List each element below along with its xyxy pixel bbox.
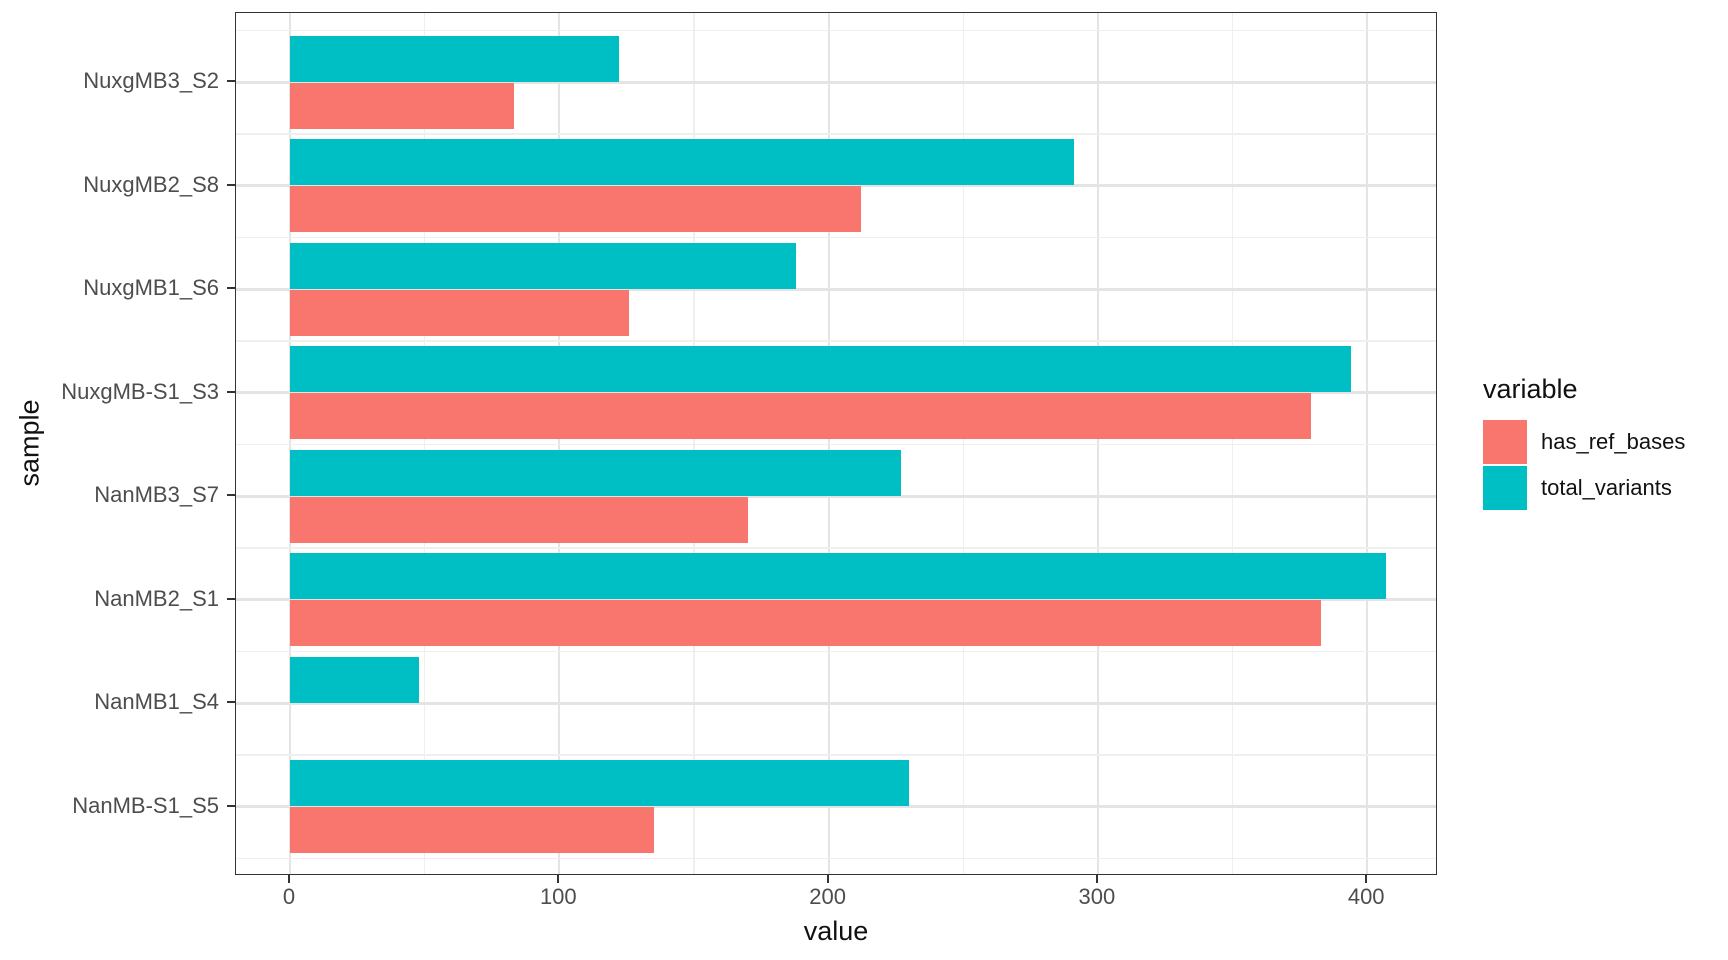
legend-title: variable	[1483, 374, 1578, 404]
bar-has_ref_bases-NanMB3_S7	[290, 496, 748, 543]
gridline-y-major	[236, 701, 1436, 705]
legend-label-total_variants: total_variants	[1541, 475, 1672, 500]
legend-entry-has_ref_bases: has_ref_bases	[1483, 420, 1685, 464]
y-tick-mark	[227, 804, 235, 807]
bar-total_variants-NuxgMB-S1_S3	[290, 346, 1352, 392]
bar-has_ref_bases-NuxgMB2_S8	[290, 186, 861, 232]
bar-total_variants-NanMB1_S4	[290, 656, 420, 703]
gridline-y-minor	[236, 340, 1436, 342]
y-tick-label: NuxgMB3_S2	[83, 68, 219, 93]
gridline-y-major	[236, 805, 1436, 808]
y-tick-label: NuxgMB-S1_S3	[61, 378, 219, 404]
y-tick-mark	[227, 390, 235, 393]
plot-panel	[235, 12, 1437, 875]
bar-has_ref_bases-NuxgMB1_S6	[290, 289, 630, 336]
x-tick-mark	[557, 875, 560, 883]
bar-total_variants-NanMB2_S1	[290, 553, 1387, 599]
gridline-y-major	[236, 598, 1436, 601]
x-tick-label: 100	[539, 884, 577, 909]
y-tick-label: NanMB2_S1	[94, 585, 219, 611]
bar-total_variants-NanMB3_S7	[290, 449, 902, 496]
y-tick-mark	[227, 494, 235, 496]
bar-total_variants-NuxgMB3_S2	[290, 35, 619, 82]
gridline-y-minor	[236, 29, 1436, 31]
bar-has_ref_bases-NuxgMB-S1_S3	[290, 393, 1311, 439]
legend-swatch-has_ref_bases	[1483, 420, 1527, 464]
legend-entries: has_ref_bases total_variants	[1483, 420, 1685, 510]
x-tick-label: 300	[1078, 884, 1116, 909]
bar-total_variants-NuxgMB1_S6	[290, 242, 797, 289]
y-tick-label: NanMB3_S7	[94, 482, 219, 507]
legend: variable has_ref_bases total_variants	[1483, 374, 1685, 512]
y-tick-label: NanMB-S1_S5	[72, 792, 219, 818]
bar-has_ref_bases-NuxgMB3_S2	[290, 82, 514, 129]
bar-has_ref_bases-NanMB-S1_S5	[290, 807, 654, 853]
gridline-y-major	[236, 494, 1436, 498]
gridline-y-major	[236, 80, 1436, 84]
legend-label-has_ref_bases: has_ref_bases	[1541, 429, 1686, 454]
x-tick-label: 400	[1347, 884, 1385, 909]
x-tick-mark	[288, 875, 290, 883]
gridline-y-minor	[236, 857, 1436, 859]
x-tick-mark	[826, 875, 829, 883]
y-tick-mark	[227, 287, 235, 289]
y-tick-mark	[227, 183, 235, 186]
gridline-y-major	[236, 391, 1436, 394]
x-tick-label: 200	[809, 884, 846, 909]
x-tick-mark	[1095, 875, 1098, 883]
y-tick-label: NuxgMB2_S8	[83, 171, 219, 197]
bar-total_variants-NanMB-S1_S5	[290, 760, 910, 806]
legend-swatch-total_variants	[1483, 466, 1527, 510]
gridline-y-minor	[236, 236, 1436, 238]
bar-has_ref_bases-NanMB2_S1	[290, 600, 1322, 646]
gridline-y-major	[236, 184, 1436, 187]
gridline-y-minor	[236, 133, 1436, 135]
y-tick-label: NanMB1_S4	[94, 689, 219, 714]
gridline-y-minor	[236, 443, 1436, 445]
y-tick-mark	[227, 597, 235, 600]
gridline-y-minor	[236, 650, 1436, 652]
x-tick-label: 0	[282, 884, 296, 909]
y-tick-mark	[227, 701, 235, 703]
y-tick-label: NuxgMB1_S6	[83, 275, 219, 300]
gridline-y-minor	[236, 754, 1436, 756]
bar-total_variants-NuxgMB2_S8	[290, 139, 1074, 185]
y-tick-mark	[227, 80, 235, 82]
legend-entry-total_variants: total_variants	[1483, 466, 1685, 510]
x-axis-title: value	[803, 916, 869, 946]
y-axis-title: sample	[14, 399, 45, 487]
gridline-y-minor	[236, 547, 1436, 549]
gridline-y-major	[236, 287, 1436, 291]
x-tick-mark	[1365, 875, 1368, 883]
